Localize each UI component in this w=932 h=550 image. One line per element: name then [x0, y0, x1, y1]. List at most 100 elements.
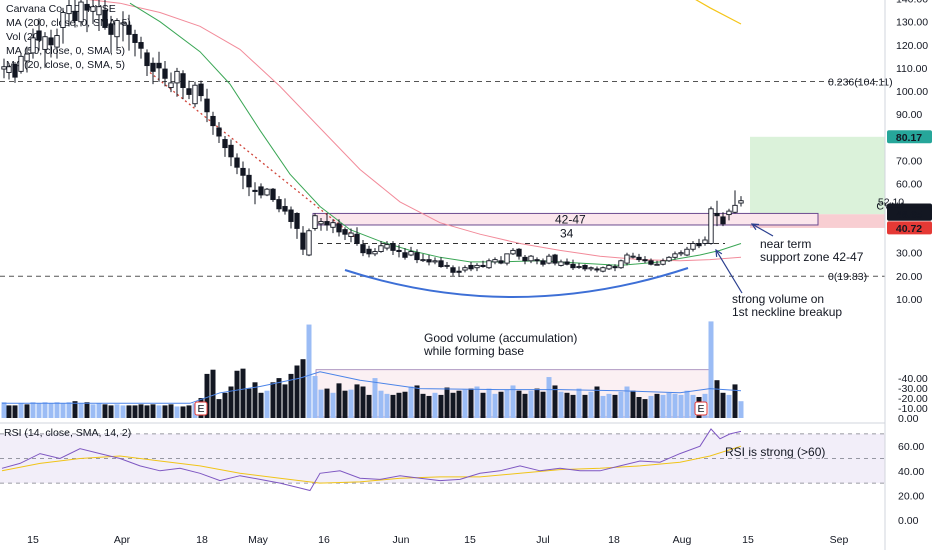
- volume-bar: [438, 394, 444, 418]
- volume-bar: [396, 392, 402, 418]
- candle-body: [396, 249, 402, 252]
- volume-bar: [468, 388, 474, 418]
- date-tick-label: Sep: [830, 534, 849, 546]
- candle-body: [612, 266, 618, 269]
- candle-body: [354, 233, 360, 244]
- candle-body: [372, 251, 378, 255]
- volume-bar: [630, 390, 636, 418]
- volume-bar: [732, 384, 738, 418]
- volume-bar: [378, 390, 384, 418]
- candle-body: [60, 12, 66, 28]
- volume-bar: [144, 405, 150, 418]
- candle-body: [474, 264, 480, 269]
- earnings-marker-label: E: [697, 403, 704, 415]
- candle-body: [450, 267, 456, 273]
- volume-bar: [456, 390, 462, 418]
- volume-bar: [90, 404, 96, 418]
- candle-body: [192, 84, 198, 105]
- price-label-badge: [887, 130, 932, 144]
- candle-body: [576, 266, 582, 269]
- volume-bar: [150, 404, 156, 418]
- volume-bar: [276, 378, 282, 418]
- volume-bar: [234, 370, 240, 418]
- volume-bar: [654, 393, 660, 418]
- volume-bar: [360, 386, 366, 418]
- candle-body: [156, 62, 162, 69]
- volume-bar: [342, 390, 348, 418]
- annotation-support-zone: support zone 42-47: [760, 250, 864, 264]
- date-tick-label: May: [248, 534, 269, 546]
- price-tick-label: 70.00: [896, 155, 922, 167]
- support-arrow-head: [750, 223, 760, 231]
- date-tick-label: 18: [196, 534, 208, 546]
- support-arrow: [751, 223, 774, 237]
- volume-bar: [264, 390, 270, 418]
- volume-bar: [606, 393, 612, 418]
- candle-body: [1, 66, 7, 70]
- annotation-near-term: near term: [760, 237, 811, 251]
- volume-bar: [594, 386, 600, 418]
- candle-body: [18, 55, 24, 72]
- candle-body: [264, 188, 270, 196]
- candle-body: [690, 243, 696, 250]
- volume-bar: [330, 392, 336, 418]
- volume-bar: [600, 395, 606, 418]
- candle-body: [534, 259, 540, 262]
- candle-body: [630, 255, 636, 258]
- volume-bar: [678, 394, 684, 418]
- candle-body: [642, 259, 648, 262]
- candle-body: [150, 62, 156, 72]
- candle-body: [36, 30, 42, 41]
- candle-body: [6, 66, 12, 73]
- volume-bar: [66, 402, 72, 418]
- volume-bar: [6, 405, 12, 418]
- volume-bar: [648, 395, 654, 418]
- annotation-good-volume: Good volume (accumulation): [424, 331, 577, 345]
- rsi-legend: RSI (14, close, SMA, 14, 2): [4, 427, 131, 439]
- cup-arc: [344, 267, 689, 298]
- legend-ma200: MA (200, close, 0, SMA, 5): [6, 17, 131, 29]
- candle-body: [84, 3, 90, 11]
- volume-bar: [504, 389, 510, 418]
- volume-bar: [288, 373, 294, 418]
- price-label-badge: [887, 221, 932, 235]
- candle-body: [24, 53, 30, 62]
- candle-body: [522, 256, 528, 262]
- volume-bar: [24, 404, 30, 418]
- price-tick-label: 120.00: [896, 40, 928, 52]
- volume-arrow: [715, 249, 743, 294]
- volume-bar: [18, 403, 24, 418]
- candle-body: [186, 88, 192, 95]
- annotation-base: while forming base: [423, 344, 524, 358]
- candle-body: [306, 230, 312, 256]
- candle-body: [288, 209, 294, 222]
- annotation-neckline-breakup: 1st neckline breakup: [732, 305, 842, 319]
- candle-body: [678, 252, 684, 255]
- volume-bar: [510, 385, 516, 418]
- price-label-text: 46.65: [896, 209, 922, 221]
- candle-body: [378, 245, 384, 252]
- candle-body: [126, 24, 132, 35]
- volume-bar: [618, 391, 624, 418]
- legend-ma50: MA (50, close, 0, SMA, 5): [6, 45, 126, 57]
- candle-body: [720, 216, 726, 225]
- candle-body: [216, 127, 222, 137]
- candle-body: [588, 267, 594, 270]
- volume-bar: [42, 402, 48, 418]
- candle-body: [180, 73, 186, 88]
- volume-bar: [174, 406, 180, 418]
- volume-bar: [318, 389, 324, 418]
- volume-bar: [480, 392, 486, 418]
- date-tick-label: Jun: [393, 534, 410, 546]
- rsi-tick-label: 0.00: [898, 515, 919, 527]
- date-tick-label: 18: [608, 534, 620, 546]
- candle-body: [102, 9, 108, 28]
- volume-bar: [252, 382, 258, 418]
- volume-bar: [384, 393, 390, 418]
- volume-bar: [114, 404, 120, 418]
- candle-body: [138, 42, 144, 49]
- volume-tick-label: -20.00: [898, 393, 928, 405]
- rsi-line: [1, 428, 742, 492]
- candle-body: [516, 248, 522, 257]
